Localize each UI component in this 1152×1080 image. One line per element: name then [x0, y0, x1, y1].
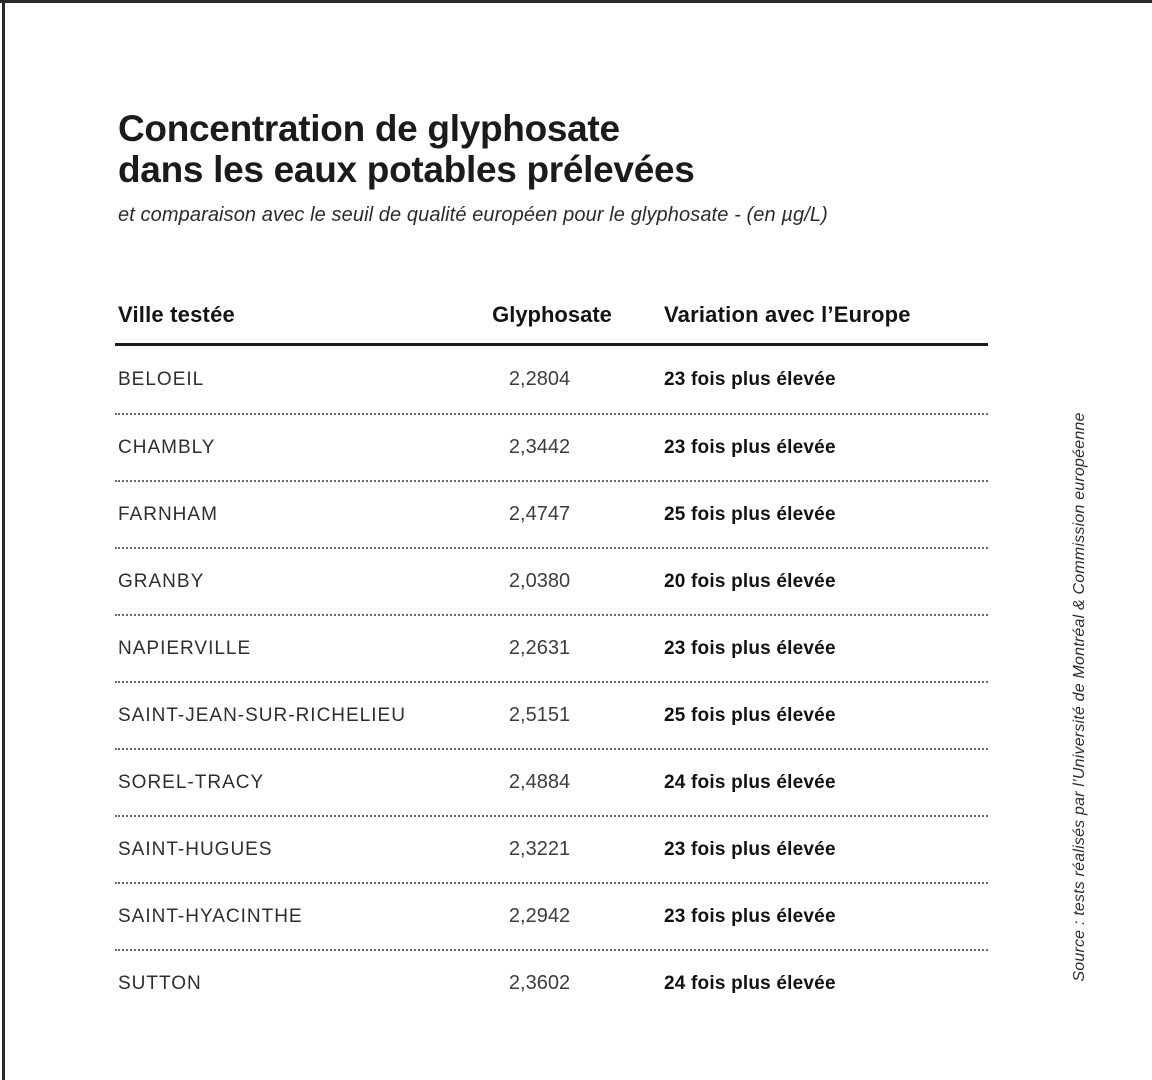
table-body: BELOEIL 2,2804 23 fois plus élevée CHAMB…	[115, 346, 988, 1016]
glyphosate-value-cell: 2,2942	[508, 905, 571, 927]
variation-cell: 23 fois plus élevée	[664, 368, 836, 390]
glyphosate-value-cell: 2,3221	[508, 838, 571, 860]
column-header-variation: Variation avec l’Europe	[664, 302, 911, 327]
table-row: SOREL-TRACY 2,4884 24 fois plus élevée	[115, 748, 988, 815]
city-cell: SAINT-JEAN-SUR-RICHELIEU	[118, 704, 406, 726]
city-cell: SAINT-HYACINTHE	[118, 905, 303, 927]
city-cell: BELOEIL	[118, 368, 205, 390]
page-subtitle: et comparaison avec le seuil de qualité …	[118, 204, 828, 226]
data-table: Ville testée Glyphosate Variation avec l…	[115, 287, 988, 1016]
glyphosate-value-cell: 2,3602	[508, 972, 571, 994]
city-cell: FARNHAM	[118, 503, 218, 525]
source-attribution: Source : tests réalisés par l’Université…	[1071, 412, 1088, 982]
glyphosate-value-cell: 2,2804	[508, 368, 571, 390]
variation-cell: 25 fois plus élevée	[664, 503, 836, 525]
city-cell: GRANBY	[118, 570, 205, 592]
table-row: NAPIERVILLE 2,2631 23 fois plus élevée	[115, 614, 988, 681]
column-header-city: Ville testée	[118, 302, 235, 327]
variation-cell: 24 fois plus élevée	[664, 771, 836, 793]
variation-cell: 23 fois plus élevée	[664, 637, 836, 659]
city-cell: CHAMBLY	[118, 436, 216, 458]
table-row: GRANBY 2,0380 20 fois plus élevée	[115, 547, 988, 614]
table-row: SAINT-HYACINTHE 2,2942 23 fois plus élev…	[115, 882, 988, 949]
page-title: Concentration de glyphosate dans les eau…	[118, 108, 695, 190]
window-frame-left-edge	[2, 0, 5, 1080]
column-header-glyphosate: Glyphosate	[492, 302, 612, 327]
variation-cell: 24 fois plus élevée	[664, 972, 836, 994]
table-row: SUTTON 2,3602 24 fois plus élevée	[115, 949, 988, 1016]
variation-cell: 23 fois plus élevée	[664, 436, 836, 458]
glyphosate-value-cell: 2,2631	[508, 637, 571, 659]
city-cell: SUTTON	[118, 972, 202, 994]
table-row: SAINT-HUGUES 2,3221 23 fois plus élevée	[115, 815, 988, 882]
glyphosate-value-cell: 2,4884	[508, 771, 571, 793]
window-frame-top-edge	[0, 0, 1152, 3]
variation-cell: 23 fois plus élevée	[664, 838, 836, 860]
city-cell: NAPIERVILLE	[118, 637, 252, 659]
city-cell: SOREL-TRACY	[118, 771, 265, 793]
variation-cell: 25 fois plus élevée	[664, 704, 836, 726]
glyphosate-value-cell: 2,5151	[508, 704, 571, 726]
infographic: Concentration de glyphosate dans les eau…	[115, 108, 988, 1016]
variation-cell: 20 fois plus élevée	[664, 570, 836, 592]
table-header-row: Ville testée Glyphosate Variation avec l…	[115, 287, 988, 346]
glyphosate-value-cell: 2,3442	[508, 436, 571, 458]
table-row: BELOEIL 2,2804 23 fois plus élevée	[115, 346, 988, 413]
table-row: SAINT-JEAN-SUR-RICHELIEU 2,5151 25 fois …	[115, 681, 988, 748]
city-cell: SAINT-HUGUES	[118, 838, 273, 860]
glyphosate-value-cell: 2,4747	[508, 503, 571, 525]
variation-cell: 23 fois plus élevée	[664, 905, 836, 927]
table-row: CHAMBLY 2,3442 23 fois plus élevée	[115, 413, 988, 480]
glyphosate-value-cell: 2,0380	[508, 570, 571, 592]
table-row: FARNHAM 2,4747 25 fois plus élevée	[115, 480, 988, 547]
